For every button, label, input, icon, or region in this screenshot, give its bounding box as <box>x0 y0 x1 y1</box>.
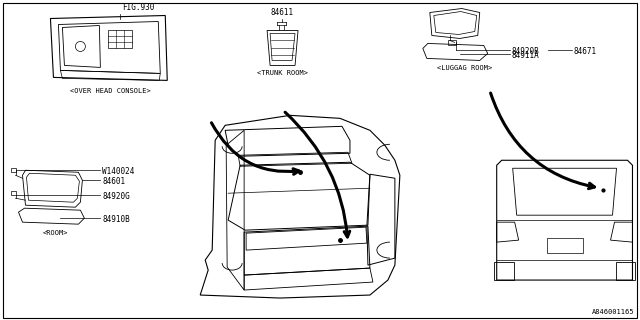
Text: 84601: 84601 <box>102 177 125 186</box>
Text: 84910B: 84910B <box>102 215 130 224</box>
Text: <LUGGAG ROOM>: <LUGGAG ROOM> <box>437 65 492 71</box>
Text: 84911A: 84911A <box>512 51 540 60</box>
Bar <box>547 238 582 253</box>
Text: W140024: W140024 <box>102 167 135 176</box>
Bar <box>448 40 456 45</box>
Bar <box>493 262 514 280</box>
Text: <TRUNK ROOM>: <TRUNK ROOM> <box>257 70 308 76</box>
Text: 84671: 84671 <box>573 47 596 56</box>
Text: <ROOM>: <ROOM> <box>43 230 68 236</box>
Bar <box>108 30 132 48</box>
Text: A846001165: A846001165 <box>592 309 634 315</box>
Bar <box>616 262 636 280</box>
Text: 84920G: 84920G <box>102 192 130 201</box>
Text: <OVER HEAD CONSOLE>: <OVER HEAD CONSOLE> <box>70 88 151 94</box>
Bar <box>10 168 15 172</box>
Text: FIG.930: FIG.930 <box>122 3 155 12</box>
Bar <box>10 191 15 195</box>
Text: 84920B: 84920B <box>512 47 540 56</box>
Text: 84611: 84611 <box>271 7 294 17</box>
